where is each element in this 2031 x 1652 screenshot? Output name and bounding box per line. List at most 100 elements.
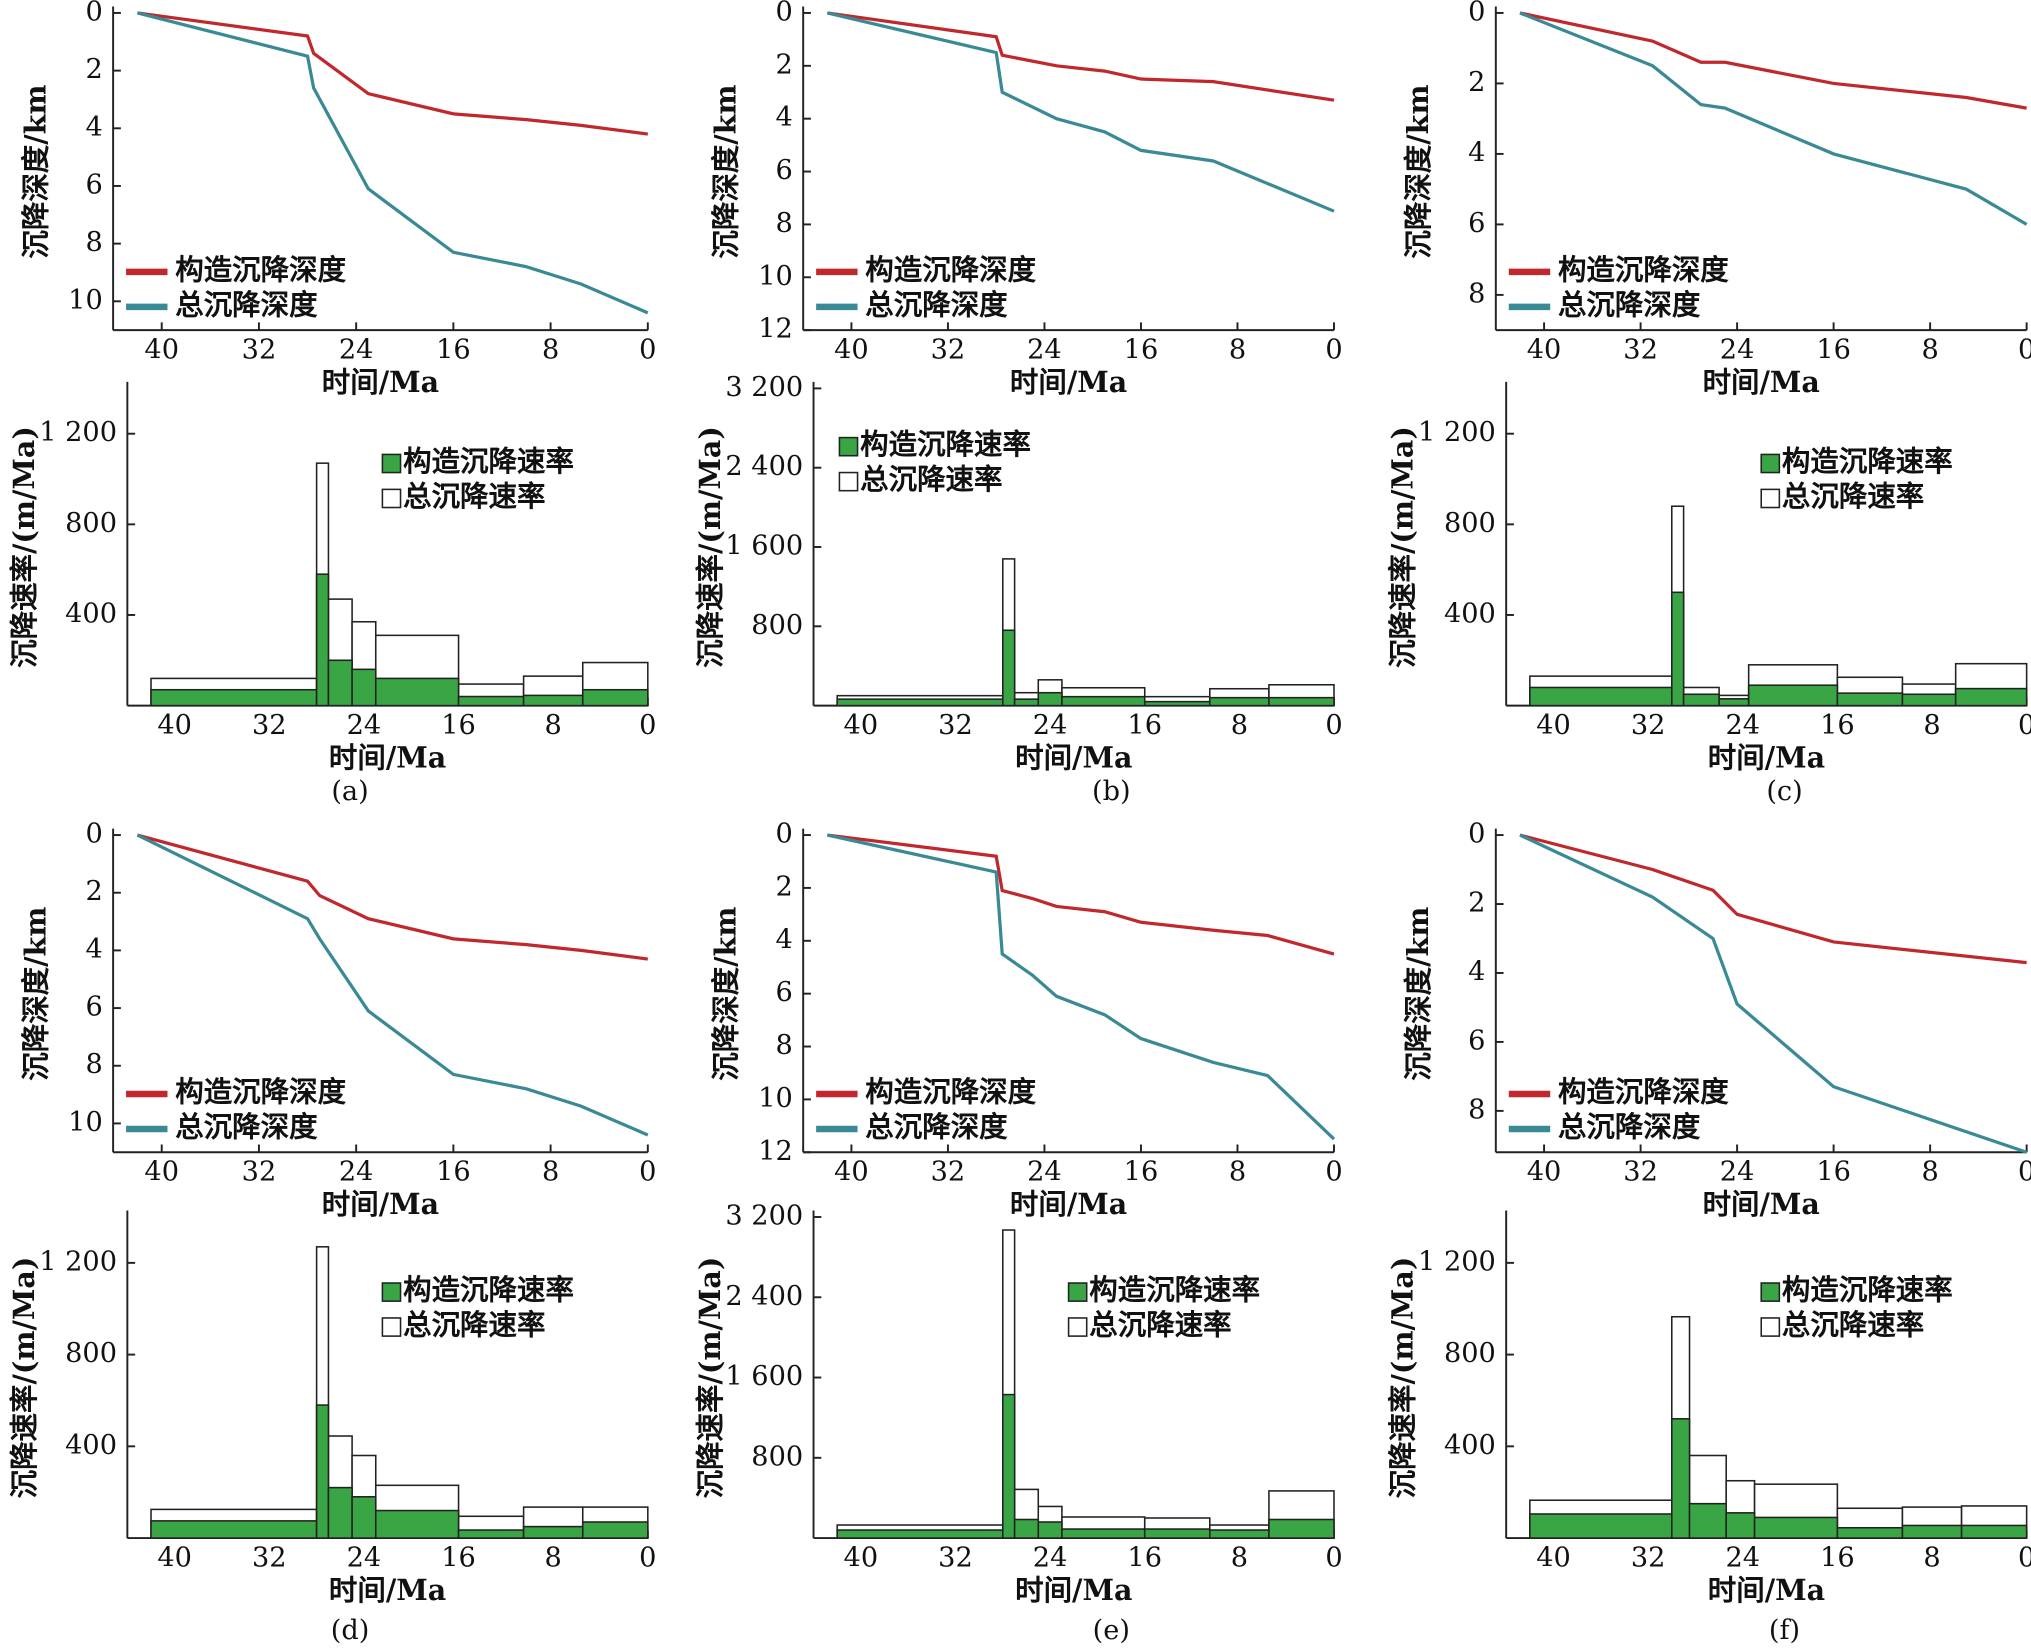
bar	[1529, 1513, 1673, 1539]
legend-label: 构造沉降速率	[403, 444, 574, 478]
y-tick-label: 2 400	[725, 451, 803, 482]
bar	[1143, 700, 1211, 707]
y-axis-label: 沉降深度/km	[709, 907, 743, 1081]
legend-swatch	[1760, 1317, 1781, 1337]
bar	[522, 1525, 584, 1539]
x-tick-label: 0	[2018, 1542, 2031, 1573]
y-tick-label: 4	[85, 112, 102, 143]
legend-label: 总沉降深度	[175, 287, 318, 321]
legend-label: 总沉降深度	[1558, 1109, 1701, 1143]
panel-label: (a)	[331, 776, 368, 807]
y-tick-label: 800	[65, 508, 117, 539]
panel-label: (f)	[1769, 1615, 1800, 1646]
x-tick-label: 24	[1033, 710, 1068, 741]
bar	[1836, 692, 1904, 707]
bar	[1002, 1393, 1016, 1539]
x-tick-label: 24	[1720, 334, 1755, 365]
y-axis-label: 沉降速率/(m/Ma)	[693, 1257, 727, 1499]
bar	[1747, 684, 1839, 707]
bar	[1061, 1528, 1146, 1539]
series-line	[827, 833, 1335, 956]
x-tick-label: 32	[252, 1542, 287, 1573]
legend-swatch	[381, 1317, 402, 1337]
series-line	[826, 11, 1335, 213]
series-line	[137, 11, 649, 136]
bar	[1037, 1521, 1063, 1539]
bar	[351, 1496, 377, 1539]
legend-swatch	[1760, 488, 1781, 509]
legend-swatch	[381, 1282, 402, 1302]
y-tick-label: 8	[85, 227, 102, 258]
y-tick-label: 0	[85, 0, 102, 27]
bar	[836, 1529, 1004, 1539]
y-tick-label: 4	[776, 102, 793, 133]
y-tick-label: 400	[1444, 1430, 1496, 1461]
legend-label: 构造沉降速率	[1782, 1273, 1953, 1307]
y-axis-label: 沉降深度/km	[1401, 907, 1435, 1081]
x-tick-label: 40	[1536, 710, 1571, 741]
bar	[1013, 1518, 1040, 1539]
y-tick-label: 2	[776, 871, 793, 902]
x-tick-label: 24	[1027, 334, 1062, 365]
bar	[315, 573, 330, 707]
bar	[1002, 629, 1016, 707]
y-axis-label: 沉降速率/(m/Ma)	[1386, 1257, 1420, 1499]
x-tick-label: 8	[1923, 1542, 1940, 1573]
x-tick-label: 0	[639, 710, 656, 741]
x-tick-label: 16	[1816, 334, 1851, 365]
y-tick-label: 1 200	[39, 1246, 117, 1277]
legend-swatch	[381, 488, 402, 509]
x-tick-label: 40	[834, 1156, 869, 1187]
x-tick-label: 40	[144, 334, 179, 365]
legend-label: 总沉降速率	[403, 479, 545, 513]
x-tick-label: 32	[938, 1542, 973, 1573]
x-tick-label: 32	[1623, 334, 1658, 365]
x-tick-label: 24	[339, 334, 374, 365]
legend-swatch	[1067, 1282, 1088, 1302]
bar	[150, 688, 318, 707]
bar	[1209, 696, 1270, 707]
x-tick-label: 40	[844, 1542, 879, 1573]
legend-label: 构造沉降速率	[860, 427, 1031, 461]
bar	[327, 1486, 353, 1539]
bar	[315, 1404, 330, 1539]
y-tick-label: 1 200	[1418, 1246, 1496, 1277]
y-tick-label: 6	[85, 992, 102, 1023]
x-tick-label: 8	[545, 710, 562, 741]
bar	[581, 688, 649, 707]
y-axis-label: 沉降速率/(m/Ma)	[693, 426, 727, 668]
y-tick-label: 1 200	[1418, 417, 1496, 448]
bar	[581, 1521, 649, 1539]
panel-label: (e)	[1093, 1615, 1130, 1646]
x-tick-label: 32	[931, 334, 966, 365]
y-tick-label: 400	[1444, 598, 1496, 629]
x-axis-label: 时间/Ma	[1708, 1573, 1825, 1607]
x-tick-label: 0	[2018, 710, 2031, 741]
series-line	[1519, 11, 2027, 110]
x-tick-label: 24	[347, 710, 382, 741]
bar	[150, 1520, 318, 1539]
legend-label: 总沉降速率	[1782, 1308, 1924, 1342]
y-axis-label: 沉降深度/km	[19, 907, 53, 1081]
x-tick-label: 8	[1921, 334, 1938, 365]
bar	[1268, 696, 1335, 707]
x-axis-label: 时间/Ma	[1708, 740, 1825, 774]
legend-label: 总沉降深度	[1558, 287, 1701, 321]
x-tick-label: 24	[1720, 1156, 1755, 1187]
y-axis-label: 沉降深度/km	[709, 84, 743, 258]
y-tick-label: 6	[776, 155, 793, 186]
y-tick-label: 4	[85, 934, 102, 965]
legend-swatch	[1760, 453, 1781, 474]
panel-label: (b)	[1092, 776, 1131, 807]
x-tick-label: 24	[347, 1542, 382, 1573]
legend-label: 构造沉降深度	[175, 252, 346, 286]
x-tick-label: 40	[157, 1542, 192, 1573]
x-axis-label: 时间/Ma	[329, 1573, 446, 1607]
x-axis-label: 时间/Ma	[1703, 1187, 1820, 1221]
x-tick-label: 32	[1623, 1156, 1658, 1187]
bar	[1268, 1518, 1335, 1539]
x-tick-label: 16	[441, 1542, 476, 1573]
bar	[1143, 1528, 1211, 1539]
bar	[1960, 1524, 2028, 1539]
bar	[1013, 698, 1040, 707]
